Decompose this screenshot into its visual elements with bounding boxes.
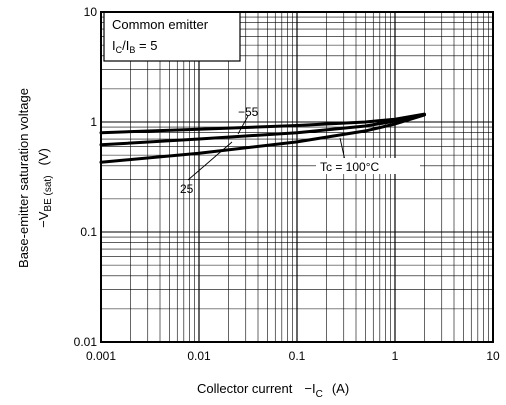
x-tick-label: 0.001 [86,349,116,363]
y-axis-title: Base-emitter saturation voltage [16,88,31,268]
x-tick-label: 0.1 [289,349,306,363]
x-tick-labels: 0.001 0.01 0.1 1 10 [86,349,500,363]
label-minus55: −55 [238,105,259,119]
y-axis-title-line2: −VBE (sat)(V) [36,148,54,228]
y-tick-label: 10 [84,5,98,19]
x-tick-label: 1 [392,349,399,363]
y-axis-title-line2-group: −VBE (sat)(V) [36,148,54,228]
y-axis-title-line1: Base-emitter saturation voltage [16,88,31,268]
y-tick-label: 0.01 [74,335,98,349]
y-tick-label: 1 [90,115,97,129]
x-tick-label: 0.01 [187,349,211,363]
annotation-line1: Common emitter [112,17,209,32]
x-tick-label: 10 [486,349,500,363]
label-25: 25 [180,182,194,196]
x-axis-title: Collector current −IC (A) [197,381,349,400]
annotation-box: Common emitter IC/IB = 5 [104,12,240,61]
y-tick-labels: 0.01 0.1 1 10 [74,5,98,349]
y-tick-label: 0.1 [80,225,97,239]
label-100: Tc = 100°C [320,160,379,174]
